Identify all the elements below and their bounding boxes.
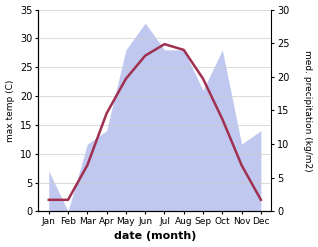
X-axis label: date (month): date (month) (114, 231, 196, 242)
Y-axis label: med. precipitation (kg/m2): med. precipitation (kg/m2) (303, 50, 313, 171)
Y-axis label: max temp (C): max temp (C) (5, 79, 15, 142)
